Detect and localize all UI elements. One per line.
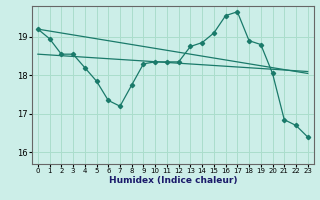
X-axis label: Humidex (Indice chaleur): Humidex (Indice chaleur) (108, 176, 237, 185)
